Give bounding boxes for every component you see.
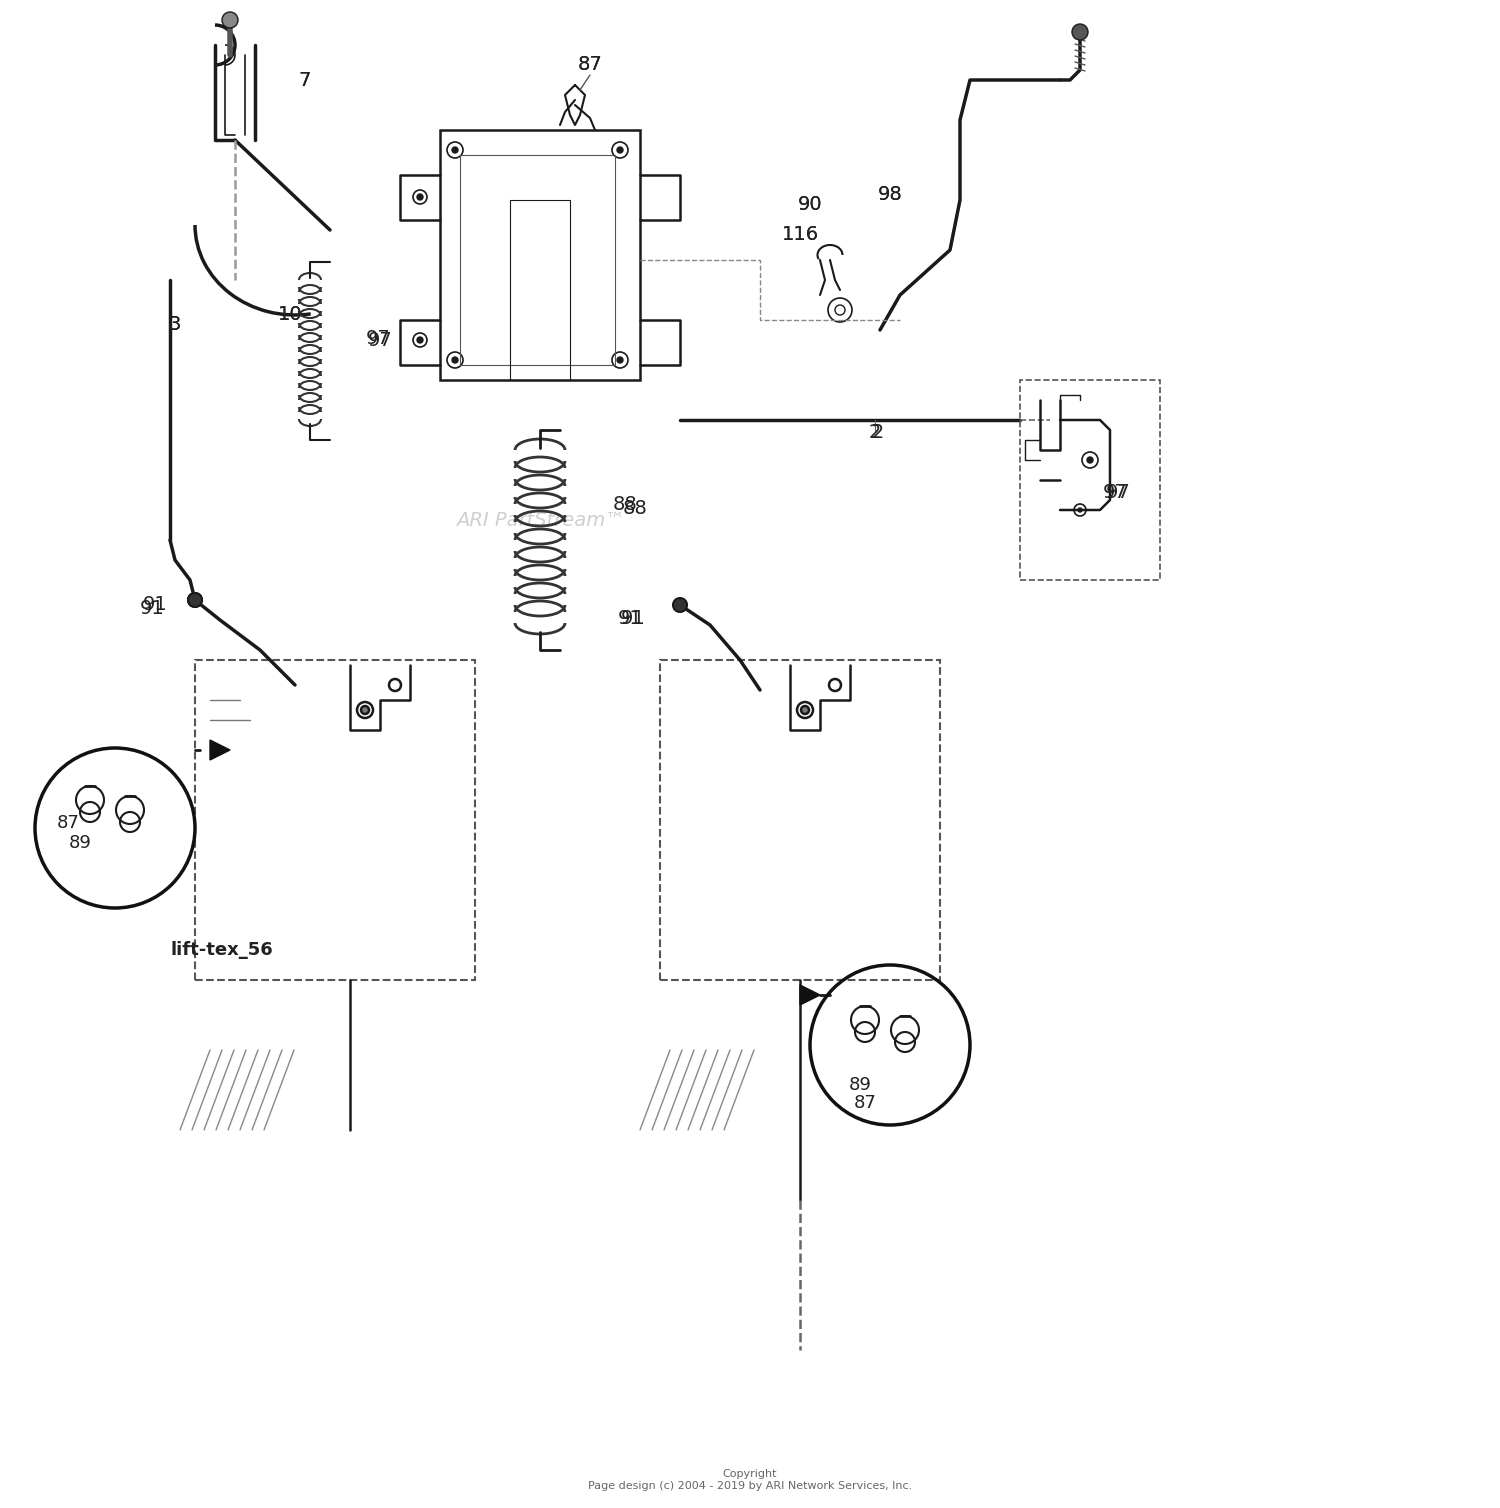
Bar: [195, 661, 476, 980]
Text: 90: 90: [798, 196, 822, 214]
Circle shape: [188, 593, 202, 608]
Text: 2: 2: [868, 422, 880, 442]
Bar: [440, 130, 640, 380]
Circle shape: [1078, 508, 1082, 513]
Text: 88: 88: [622, 499, 648, 517]
Circle shape: [417, 195, 423, 201]
Bar: [460, 155, 615, 365]
Polygon shape: [210, 740, 230, 760]
Circle shape: [1088, 457, 1094, 463]
Text: 3: 3: [170, 315, 182, 335]
Circle shape: [452, 357, 458, 363]
Text: 97: 97: [1102, 483, 1128, 502]
Text: 98: 98: [878, 185, 903, 205]
Text: 97: 97: [366, 329, 390, 347]
Circle shape: [616, 146, 622, 152]
Circle shape: [616, 357, 622, 363]
Text: 91: 91: [140, 599, 165, 617]
Circle shape: [801, 706, 808, 713]
Text: 88: 88: [612, 496, 638, 514]
Text: 2: 2: [871, 422, 883, 442]
Text: 7: 7: [298, 71, 310, 89]
Circle shape: [674, 599, 687, 612]
Text: 89: 89: [69, 834, 92, 852]
Text: lift-tex_56: lift-tex_56: [170, 941, 273, 959]
Text: 7: 7: [298, 71, 310, 89]
Text: 10: 10: [278, 306, 303, 324]
Text: Copyright
Page design (c) 2004 - 2019 by ARI Network Services, Inc.: Copyright Page design (c) 2004 - 2019 by…: [588, 1469, 912, 1491]
Text: 87: 87: [578, 56, 603, 74]
Text: 116: 116: [782, 226, 819, 244]
Text: 87: 87: [853, 1093, 876, 1111]
Bar: [510, 201, 570, 380]
Text: 10: 10: [278, 306, 303, 324]
Text: 97: 97: [1106, 483, 1131, 502]
Circle shape: [362, 706, 369, 713]
Circle shape: [188, 593, 202, 608]
Text: 87: 87: [57, 814, 80, 832]
Text: 91: 91: [621, 609, 645, 627]
Polygon shape: [800, 985, 820, 1004]
Text: ARI PartStream™: ARI PartStream™: [456, 511, 624, 529]
Bar: [660, 661, 940, 980]
Circle shape: [452, 146, 458, 152]
Text: 3: 3: [170, 315, 182, 335]
Text: 91: 91: [142, 596, 168, 614]
Circle shape: [417, 336, 423, 342]
Circle shape: [1072, 24, 1088, 41]
Text: 90: 90: [798, 196, 822, 214]
Text: 91: 91: [618, 609, 642, 627]
Circle shape: [222, 12, 238, 29]
Text: 98: 98: [878, 185, 903, 205]
Text: 116: 116: [782, 226, 819, 244]
Bar: [1020, 380, 1160, 581]
Text: 97: 97: [368, 330, 393, 350]
Text: 89: 89: [849, 1077, 871, 1093]
Text: 87: 87: [578, 56, 603, 74]
